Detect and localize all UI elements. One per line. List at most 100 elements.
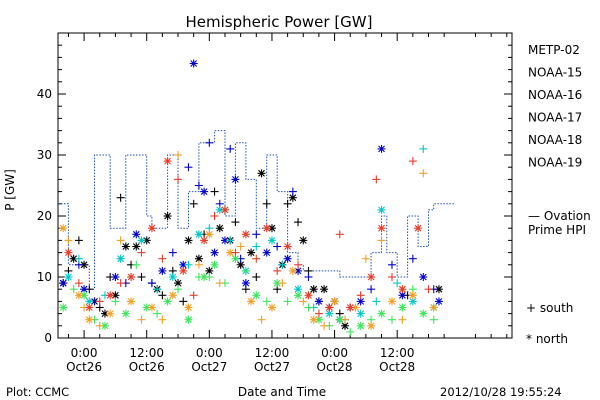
point-noaa-18 bbox=[267, 303, 276, 312]
point-noaa-18 bbox=[59, 224, 68, 233]
legend-entry-noaa-17: NOAA-17 bbox=[528, 111, 582, 125]
point-noaa-17 bbox=[121, 309, 130, 318]
point-noaa-17 bbox=[111, 297, 120, 306]
point-noaa-16 bbox=[278, 260, 287, 269]
point-noaa-19 bbox=[325, 303, 334, 312]
x-tick-label-time: 0:00 bbox=[321, 346, 348, 360]
point-noaa-17 bbox=[419, 309, 428, 318]
point-noaa-19 bbox=[335, 230, 344, 239]
point-noaa-19 bbox=[127, 273, 136, 281]
point-noaa-19 bbox=[283, 242, 292, 251]
point-noaa-16 bbox=[116, 254, 125, 263]
point-metp-02 bbox=[142, 236, 151, 245]
point-noaa-19 bbox=[174, 175, 183, 184]
point-noaa-15 bbox=[194, 181, 203, 190]
point-metp-02 bbox=[158, 291, 167, 300]
x-tick-label-time: 0:00 bbox=[196, 346, 223, 360]
point-noaa-18 bbox=[236, 242, 245, 251]
point-noaa-15 bbox=[210, 248, 219, 257]
point-noaa-19 bbox=[367, 273, 376, 281]
point-noaa-18 bbox=[127, 297, 136, 306]
point-noaa-18 bbox=[64, 236, 73, 245]
point-noaa-15 bbox=[314, 297, 323, 306]
point-noaa-18 bbox=[147, 303, 156, 312]
point-noaa-16 bbox=[356, 309, 365, 318]
point-noaa-19 bbox=[64, 248, 73, 257]
point-noaa-15 bbox=[262, 248, 271, 257]
point-noaa-16 bbox=[137, 236, 146, 245]
point-noaa-17 bbox=[153, 309, 162, 318]
point-noaa-19 bbox=[241, 230, 250, 239]
x-axis-label: Date and Time bbox=[238, 385, 326, 399]
x-tick-label-date: Oct27 bbox=[191, 360, 227, 374]
x-tick-label-time: 12:00 bbox=[380, 346, 415, 360]
point-noaa-16 bbox=[194, 230, 203, 239]
plot-area: 0102030400:00Oct2612:00Oct260:00Oct2712:… bbox=[37, 32, 513, 374]
point-noaa-19 bbox=[273, 266, 282, 275]
point-noaa-18 bbox=[247, 297, 256, 306]
y-tick-label: 20 bbox=[37, 209, 52, 223]
point-noaa-19 bbox=[158, 254, 167, 263]
point-noaa-17 bbox=[346, 327, 355, 336]
legend-entry-metp-02: METP-02 bbox=[528, 43, 580, 57]
point-noaa-17 bbox=[294, 291, 303, 300]
point-noaa-19 bbox=[189, 291, 198, 300]
point-noaa-17 bbox=[163, 297, 172, 306]
point-metp-02 bbox=[294, 218, 303, 227]
point-noaa-17 bbox=[69, 285, 78, 294]
x-tick-label-time: 12:00 bbox=[129, 346, 164, 360]
point-noaa-15 bbox=[377, 144, 386, 153]
point-metp-02 bbox=[163, 212, 172, 220]
point-metp-02 bbox=[116, 193, 125, 202]
point-noaa-15 bbox=[59, 279, 68, 288]
point-noaa-17 bbox=[387, 315, 396, 324]
point-noaa-18 bbox=[184, 303, 193, 312]
point-noaa-18 bbox=[351, 303, 360, 312]
point-noaa-15 bbox=[304, 273, 313, 281]
point-noaa-18 bbox=[341, 315, 350, 324]
point-metp-02 bbox=[231, 218, 240, 227]
point-noaa-15 bbox=[231, 175, 240, 184]
point-noaa-15 bbox=[147, 279, 156, 288]
point-noaa-19 bbox=[220, 205, 229, 214]
point-noaa-15 bbox=[273, 242, 282, 251]
point-noaa-18 bbox=[106, 309, 115, 318]
point-noaa-16 bbox=[226, 236, 235, 245]
point-noaa-16 bbox=[64, 273, 73, 281]
y-tick-label: 0 bbox=[44, 331, 52, 345]
point-noaa-18 bbox=[158, 315, 167, 324]
point-noaa-19 bbox=[95, 297, 104, 306]
point-metp-02 bbox=[320, 285, 329, 294]
point-noaa-15 bbox=[356, 297, 365, 306]
legend-ovation-line1: — Ovation bbox=[528, 209, 591, 223]
point-metp-02 bbox=[257, 169, 266, 178]
point-noaa-17 bbox=[241, 266, 250, 275]
point-metp-02 bbox=[194, 254, 203, 263]
point-noaa-18 bbox=[429, 303, 438, 312]
point-noaa-18 bbox=[361, 254, 370, 263]
point-metp-02 bbox=[184, 236, 193, 245]
legend-ovation-line2: Prime HPI bbox=[528, 223, 586, 237]
point-noaa-16 bbox=[184, 260, 193, 269]
point-noaa-17 bbox=[398, 303, 407, 312]
point-metp-02 bbox=[247, 248, 256, 257]
point-noaa-19 bbox=[147, 224, 156, 233]
point-noaa-15 bbox=[252, 230, 261, 239]
point-noaa-15 bbox=[205, 138, 214, 147]
point-noaa-18 bbox=[278, 279, 287, 288]
point-noaa-19 bbox=[387, 273, 396, 281]
legend-south: + south bbox=[526, 301, 573, 315]
point-noaa-18 bbox=[95, 321, 104, 330]
point-noaa-15 bbox=[226, 144, 235, 153]
point-metp-02 bbox=[121, 242, 130, 251]
legend-north: * north bbox=[526, 332, 568, 346]
point-noaa-15 bbox=[434, 297, 443, 306]
point-metp-02 bbox=[210, 187, 219, 196]
point-noaa-16 bbox=[377, 205, 386, 214]
x-tick-label-date: Oct28 bbox=[379, 360, 415, 374]
point-noaa-16 bbox=[294, 285, 303, 294]
point-noaa-16 bbox=[267, 236, 276, 245]
x-tick-label-date: Oct28 bbox=[317, 360, 353, 374]
ovation-hpi-line bbox=[58, 130, 455, 290]
legend-entry-noaa-16: NOAA-16 bbox=[528, 88, 582, 102]
